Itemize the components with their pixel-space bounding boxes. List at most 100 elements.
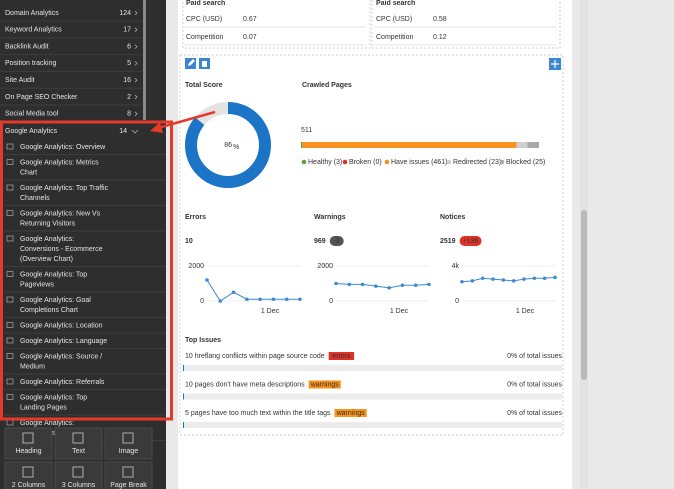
- issue-text[interactable]: 5 pages have too much text within the ti…: [185, 410, 331, 417]
- legend-dot: [499, 159, 505, 165]
- chevron: [134, 94, 138, 100]
- metric-title: Notices: [440, 214, 465, 221]
- section-icon: [6, 143, 14, 150]
- widget-icon: [72, 432, 84, 444]
- menu-count: 2: [127, 94, 131, 101]
- widget-button[interactable]: [4, 461, 53, 489]
- menu-count: 6: [127, 43, 131, 50]
- menu-count: 16: [123, 77, 131, 84]
- x-label: 1 Dec: [261, 308, 280, 315]
- spark-dot: [231, 290, 236, 295]
- spark-dot: [218, 299, 223, 303]
- section-item-label: Google Analytics:: [20, 420, 74, 427]
- menu-label: Position tracking: [5, 60, 56, 67]
- issue-tag: [308, 380, 341, 389]
- widget-icon: [22, 432, 34, 444]
- section-item-label: Completions Chart: [20, 307, 78, 314]
- section-item-label: Pageviews: [20, 281, 54, 288]
- section-item-label: Channels: [20, 195, 50, 202]
- issue-bar: [183, 422, 184, 428]
- widget-button[interactable]: [104, 461, 153, 489]
- section-item-label: Returning Visitors: [20, 220, 76, 227]
- metric-title: Errors: [185, 214, 206, 221]
- crawled-segment: [302, 142, 517, 148]
- issue-tag-text: errors: [332, 353, 351, 360]
- paid-value: 0.12: [433, 34, 447, 41]
- report-box: [179, 54, 564, 436]
- section-item-label: Google Analytics: Top: [20, 271, 87, 278]
- spark-dot: [258, 297, 262, 302]
- legend-dot: [384, 159, 390, 165]
- menu-count: 124: [119, 10, 131, 17]
- y-tick-label: 2000: [188, 263, 204, 270]
- metric-value: 969: [314, 238, 326, 245]
- menu-count: 8: [127, 111, 131, 118]
- paid-label: Competition: [376, 34, 413, 41]
- main-content: Paid search CPC (USD) 0.67 Competition 0.07 P…: [183, 0, 562, 428]
- menu-label: Social Media tool: [5, 111, 59, 118]
- widget-label: 2 Columns: [12, 482, 46, 489]
- section-item-label: Google Analytics: Top Traffic: [20, 185, 109, 192]
- widget-button[interactable]: [54, 461, 103, 489]
- delete-icon: [202, 61, 207, 67]
- sidebar-scrollbar: [143, 0, 146, 120]
- issue-share: 0% of total issues: [507, 353, 562, 360]
- issue-text[interactable]: 10 pages don't have meta descriptions: [185, 381, 305, 388]
- section-item-label: Google Analytics: Source /: [20, 353, 102, 360]
- widget-icon: [22, 466, 34, 478]
- score-value: 86: [224, 142, 232, 149]
- spark-dot: [460, 279, 464, 284]
- spark-dot: [532, 276, 537, 281]
- section-item-label: Conversions - Ecommerce: [20, 246, 103, 253]
- menu-count: 17: [123, 27, 131, 34]
- spark-dot: [284, 297, 289, 302]
- spark-dot: [470, 279, 475, 283]
- menu-label: On Page SEO Checker: [5, 94, 78, 101]
- move-icon: [551, 60, 559, 68]
- section-icon: [6, 184, 14, 191]
- x-label: 1 Dec: [390, 308, 409, 315]
- section-item-label: Google Analytics: Location: [20, 322, 103, 329]
- issue-tag: [328, 352, 355, 360]
- chevron: [134, 27, 138, 33]
- spark-dot: [480, 276, 485, 281]
- sparkline: [461, 276, 556, 283]
- issue-share: 0% of total issues: [507, 410, 562, 417]
- paid-label: CPC (USD): [186, 16, 222, 23]
- crawled-segment: [301, 142, 303, 148]
- scroll-thumb[interactable]: [581, 210, 587, 380]
- section-item-label: Google Analytics: Metrics: [20, 159, 99, 166]
- legend-dot: [301, 159, 307, 165]
- section-item-label: (Overview Chart): [20, 256, 73, 263]
- spark-dot: [360, 282, 365, 287]
- highlight-box: [0, 120, 173, 421]
- metric-value: 2519: [440, 238, 456, 245]
- metric-title: Warnings: [314, 214, 346, 221]
- sidebar-content: Domain Analytics 124 Keyword Analytics 17 Ba…: [0, 10, 166, 489]
- spark-dot: [501, 278, 506, 282]
- issue-tag-text: warnings: [310, 381, 340, 388]
- section-icon: [6, 235, 14, 242]
- metric-badge-text: -2: [334, 238, 340, 245]
- menu-label: Keyword Analytics: [5, 27, 62, 34]
- issue-bar: [183, 365, 184, 371]
- issue-text[interactable]: 10 hreflang conflicts within page source…: [185, 353, 325, 360]
- issue-track: [183, 365, 562, 371]
- sparkline: [206, 279, 300, 302]
- issue-tag: [334, 409, 367, 417]
- section-icon: [6, 322, 14, 328]
- legend-label: Have issues (461): [391, 159, 447, 166]
- metric-badge: [459, 236, 482, 246]
- score-title: Total Score: [185, 82, 223, 89]
- section-icon: [6, 271, 14, 277]
- section-item-label: Chart: [20, 169, 37, 176]
- section-icon: [6, 159, 14, 165]
- section-icon: [6, 353, 14, 359]
- legend-label: Broken (0): [349, 159, 382, 166]
- section-item-label: Google Analytics: Goal: [20, 297, 91, 304]
- spark-dot: [347, 282, 352, 287]
- section-item-label: Google Analytics: Language: [20, 338, 107, 345]
- crawled-title: Crawled Pages: [302, 82, 352, 89]
- issue-bar: [183, 393, 184, 400]
